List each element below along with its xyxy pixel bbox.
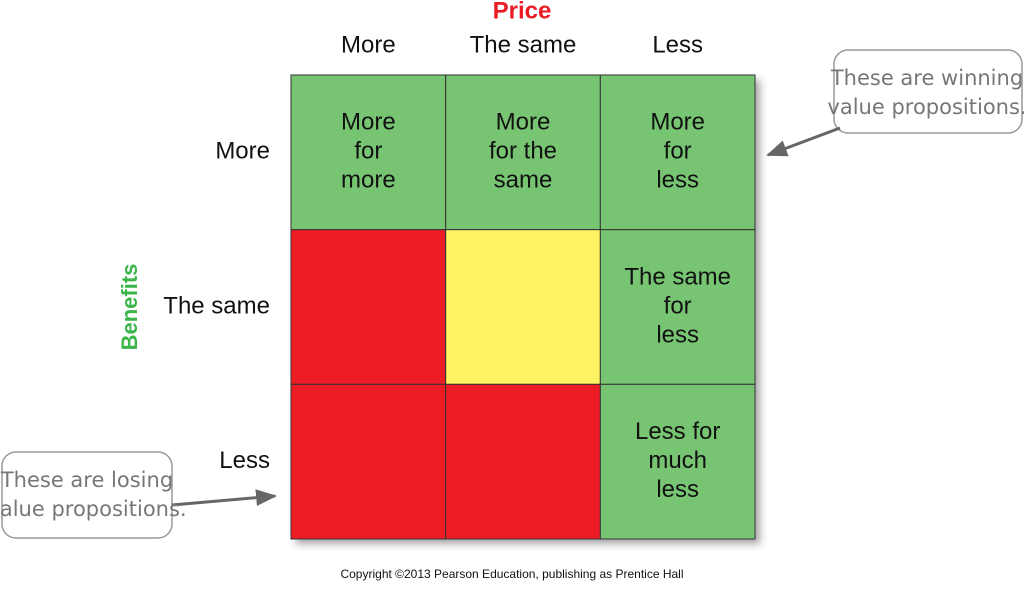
arrow (171, 489, 278, 507)
cell (445, 74, 601, 231)
cell-text: More (496, 109, 551, 136)
cell-text: The same (624, 263, 731, 290)
cell-text: Less for (635, 418, 720, 445)
cell-text: much (648, 447, 707, 474)
column-label: Less (652, 31, 703, 58)
cell-text: less (656, 476, 699, 503)
callout-text: value propositions. (0, 497, 187, 521)
cell-text: more (341, 167, 396, 194)
price-title: Price (493, 0, 552, 24)
cell (290, 74, 447, 231)
cell-text: less (656, 167, 699, 194)
row-label: More (215, 138, 270, 165)
cell-text: More (650, 109, 705, 136)
callout-text: These are losing (0, 468, 173, 492)
cell-text: for (664, 138, 692, 165)
cell (290, 229, 447, 385)
callout-box (833, 49, 1023, 134)
cell-text: less (656, 321, 699, 348)
cell-text: More (341, 109, 396, 136)
column-label: More (341, 31, 396, 58)
row-label: The same (163, 292, 270, 319)
cell-text: same (494, 167, 553, 194)
callout-text: These are winning (830, 66, 1023, 90)
row-label: Less (219, 447, 270, 474)
arrow (766, 126, 841, 157)
column-label: The same (470, 31, 577, 58)
callout-box (1, 451, 173, 539)
cell-text: for the (489, 138, 557, 165)
cell (599, 229, 756, 385)
copyright: Copyright ©2013 Pearson Education, publi… (340, 567, 683, 581)
cell-text: for (354, 138, 382, 165)
cell (599, 383, 756, 540)
cell (290, 383, 447, 540)
cell (445, 229, 601, 385)
cell-text: for (664, 292, 692, 319)
cell (445, 383, 601, 540)
callout-text: value propositions. (827, 95, 1024, 119)
benefits-title: Benefits (117, 264, 142, 351)
cell (599, 74, 756, 231)
